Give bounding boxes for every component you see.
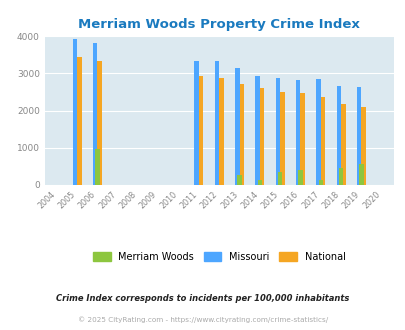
Bar xyxy=(318,180,322,185)
Title: Merriam Woods Property Crime Index: Merriam Woods Property Crime Index xyxy=(78,18,359,31)
Bar xyxy=(237,175,241,185)
Bar xyxy=(95,149,100,185)
Bar xyxy=(298,170,302,185)
Text: © 2025 CityRating.com - https://www.cityrating.com/crime-statistics/: © 2025 CityRating.com - https://www.city… xyxy=(78,316,327,323)
Bar xyxy=(356,87,360,185)
Bar xyxy=(219,78,223,185)
Bar xyxy=(360,107,365,185)
Bar xyxy=(194,61,198,185)
Bar xyxy=(259,88,264,185)
Bar xyxy=(72,39,77,185)
Bar xyxy=(198,77,203,185)
Bar xyxy=(214,61,219,185)
Bar xyxy=(340,104,345,185)
Legend: Merriam Woods, Missouri, National: Merriam Woods, Missouri, National xyxy=(93,252,345,262)
Bar xyxy=(320,97,324,185)
Bar xyxy=(234,68,239,185)
Bar xyxy=(77,57,81,185)
Bar xyxy=(300,93,304,185)
Bar xyxy=(338,168,343,185)
Bar xyxy=(255,76,259,185)
Bar xyxy=(336,86,340,185)
Bar xyxy=(275,78,279,185)
Bar xyxy=(358,164,363,185)
Bar xyxy=(279,92,284,185)
Bar xyxy=(277,172,282,185)
Bar xyxy=(295,80,300,185)
Bar xyxy=(93,43,97,185)
Bar xyxy=(257,180,262,185)
Bar xyxy=(97,61,102,185)
Bar xyxy=(239,84,243,185)
Bar xyxy=(315,80,320,185)
Text: Crime Index corresponds to incidents per 100,000 inhabitants: Crime Index corresponds to incidents per… xyxy=(56,294,349,303)
